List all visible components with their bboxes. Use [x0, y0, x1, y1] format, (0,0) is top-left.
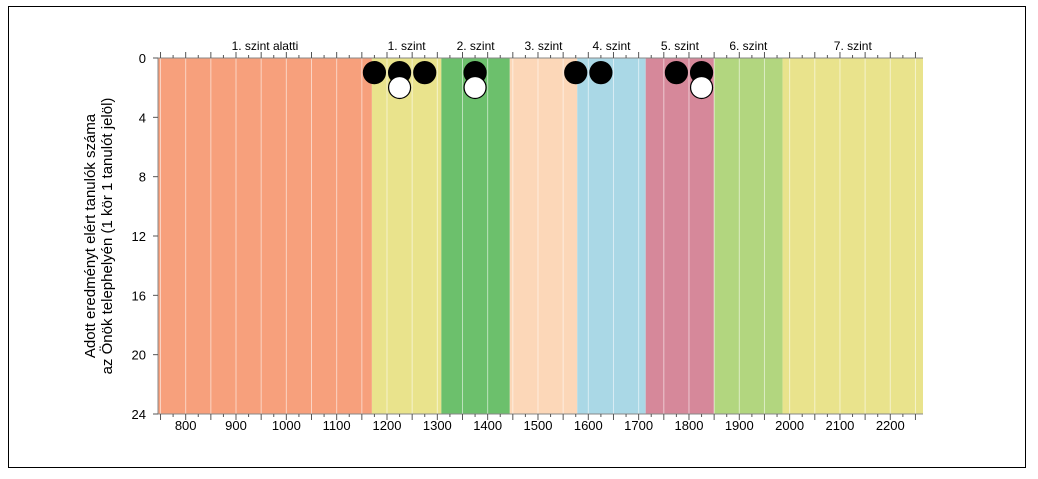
y-tick-label: 12 — [132, 229, 146, 244]
band-label-8: 7. szint — [834, 39, 873, 53]
band-2 — [371, 58, 442, 414]
x-tick-label: 2100 — [825, 418, 854, 433]
band-label-1: 1. szint alatti — [232, 39, 299, 53]
data-points — [362, 61, 714, 100]
y-tick-label: 20 — [132, 348, 146, 363]
labels: Adott eredményt elért tanulók száma az Ö… — [82, 98, 116, 375]
y-tick-label: 0 — [139, 51, 146, 66]
data-point — [689, 75, 714, 100]
band-label-6: 5. szint — [661, 39, 700, 53]
y-axis-label-line-1: Adott eredményt elért tanulók száma — [82, 113, 99, 358]
x-tick-label: 2200 — [876, 418, 905, 433]
data-point — [413, 61, 437, 85]
band-6 — [645, 58, 715, 414]
data-point — [362, 61, 387, 85]
band-7 — [714, 58, 783, 414]
x-tick-label: 1500 — [524, 418, 553, 433]
chart-frame — [8, 6, 1026, 468]
axes: 800 900 1000 1100 1200 1300 1400 1500 1600 1700 18… — [132, 51, 923, 433]
y-tick-label: 4 — [139, 110, 146, 125]
x-tick-label: 1400 — [473, 418, 502, 433]
data-point — [564, 61, 588, 85]
band-4 — [509, 58, 578, 414]
x-tick-label: 1600 — [574, 418, 603, 433]
x-tick-label: 900 — [225, 418, 247, 433]
data-point — [387, 75, 412, 100]
x-tick-label: 1700 — [624, 418, 653, 433]
band-5 — [577, 58, 646, 414]
x-tick-label: 1000 — [272, 418, 301, 433]
data-point — [463, 75, 487, 100]
band-3 — [441, 58, 510, 414]
y-tick-label: 8 — [139, 170, 146, 185]
band-label-4: 3. szint — [525, 39, 564, 53]
y-axis-label-line-2: az Önök telephelyén (1 kör 1 tanulót jel… — [98, 98, 116, 375]
x-tick-label: 1200 — [373, 418, 402, 433]
band-1 — [158, 58, 372, 414]
band-8 — [782, 58, 923, 414]
x-tick-label: 2000 — [775, 418, 804, 433]
data-point — [589, 61, 613, 85]
x-tick-label: 1900 — [725, 418, 754, 433]
level-bands: 1. szint alatti 1. szint 2. szint 3. szint 4… — [158, 39, 923, 414]
x-tick-label: 1300 — [423, 418, 452, 433]
x-tick-label: 1800 — [675, 418, 704, 433]
grid-lines — [160, 58, 916, 414]
x-tick-label: 800 — [175, 418, 197, 433]
band-label-2: 1. szint — [388, 39, 427, 53]
band-label-3: 2. szint — [457, 39, 496, 53]
band-label-7: 6. szint — [729, 39, 768, 53]
data-point — [664, 61, 688, 85]
y-tick-label: 24 — [132, 407, 146, 422]
x-tick-label: 1100 — [323, 418, 351, 433]
band-label-5: 4. szint — [592, 39, 631, 53]
y-tick-label: 16 — [132, 288, 146, 303]
